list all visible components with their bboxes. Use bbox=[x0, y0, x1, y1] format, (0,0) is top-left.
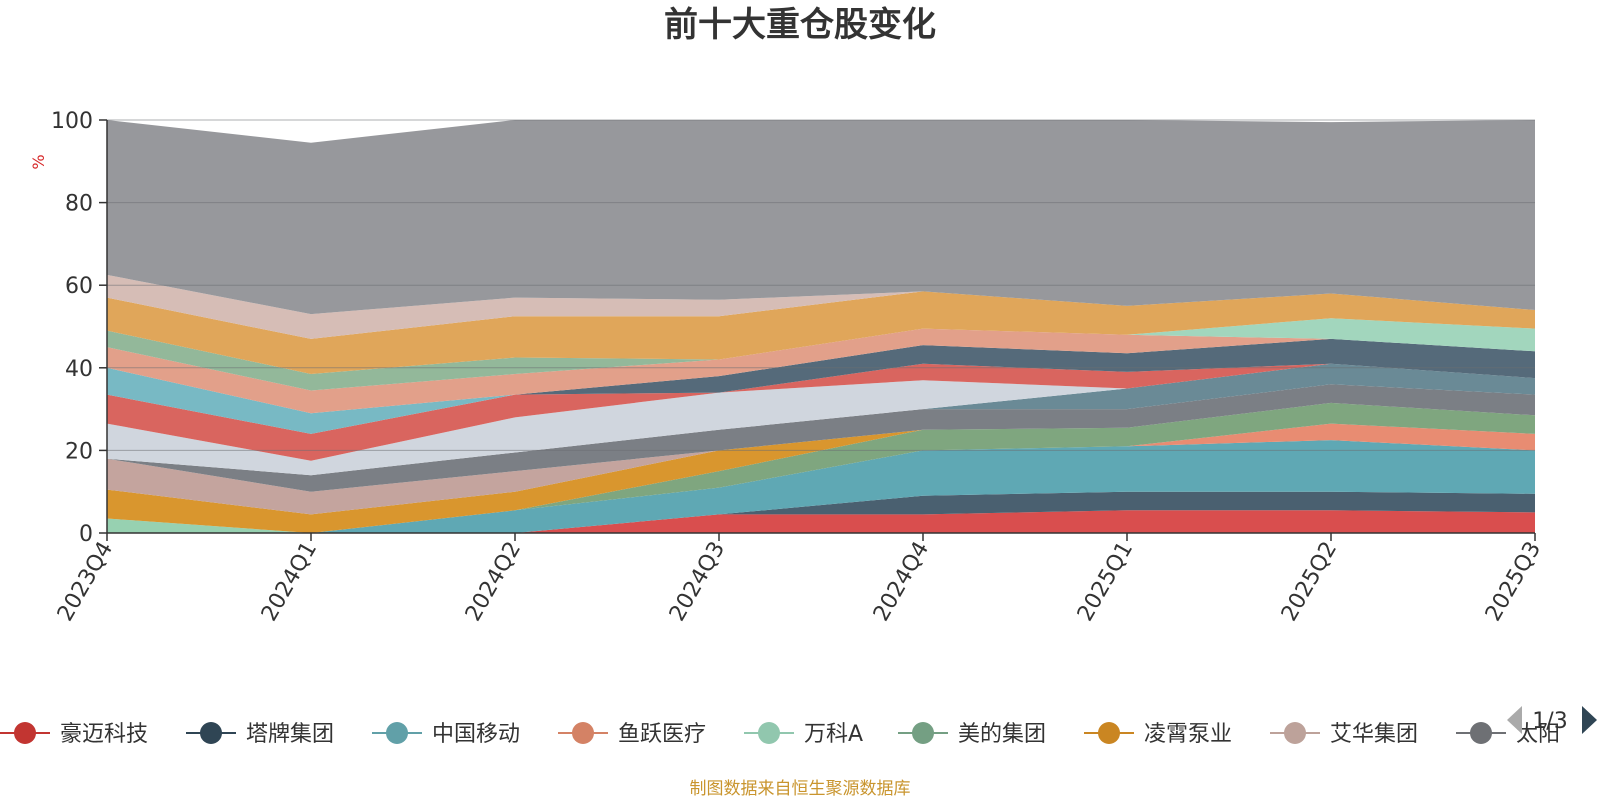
x-tick-label: 2025Q1 bbox=[1073, 538, 1138, 626]
y-tick-label: 80 bbox=[65, 192, 93, 217]
area-series-20 bbox=[107, 120, 1535, 315]
x-tick-label: 2025Q2 bbox=[1277, 538, 1342, 626]
legend-next-page-icon[interactable] bbox=[1582, 706, 1597, 734]
x-axis-ticks: 2023Q4 2024Q1 2024Q2 2024Q3 2024Q4 2025Q1 2025… bbox=[53, 533, 1546, 626]
area-series-13 bbox=[107, 338, 1535, 434]
x-tick-label: 2024Q1 bbox=[257, 538, 322, 626]
legend-item-6[interactable]: 美的集团 bbox=[898, 722, 1046, 747]
y-tick-label: 100 bbox=[51, 109, 93, 134]
legend-marker-icon bbox=[200, 722, 222, 744]
area-series-7 bbox=[107, 402, 1535, 533]
legend-item-4[interactable]: 鱼跃医疗 bbox=[558, 722, 706, 747]
data-source-note: 制图数据来自恒生聚源数据库 bbox=[690, 779, 911, 799]
legend-item-7[interactable]: 凌霄泵业 bbox=[1084, 722, 1232, 747]
legend-label: 万科A bbox=[804, 722, 863, 747]
area-series-4 bbox=[107, 423, 1535, 533]
legend-prev-page-icon[interactable] bbox=[1507, 706, 1522, 734]
area-series-2 bbox=[107, 491, 1535, 533]
area-series-10 bbox=[107, 363, 1535, 476]
x-tick-label: 2024Q2 bbox=[461, 538, 526, 626]
area-series-3 bbox=[107, 440, 1535, 533]
legend-label: 美的集团 bbox=[958, 722, 1046, 747]
y-axis-unit: % bbox=[29, 154, 48, 169]
area-series-18 bbox=[107, 291, 1535, 374]
legend-marker-icon bbox=[1098, 722, 1120, 744]
legend-marker-icon bbox=[1470, 722, 1492, 744]
legend-marker-icon bbox=[572, 722, 594, 744]
legend-label: 艾华集团 bbox=[1330, 722, 1418, 747]
legend-item-8[interactable]: 艾华集团 bbox=[1270, 722, 1418, 747]
x-tick-label: 2023Q4 bbox=[53, 538, 118, 626]
legend-pager: 1/3 bbox=[1507, 706, 1597, 734]
area-series-8 bbox=[107, 402, 1535, 515]
area-series-1 bbox=[107, 510, 1535, 533]
area-series-12 bbox=[107, 363, 1535, 461]
axes bbox=[106, 120, 1535, 534]
legend-label: 中国移动 bbox=[432, 722, 520, 747]
legend: 豪迈科技 塔牌集团 中国移动 鱼跃医疗 万科A 美的集团 凌霄泵业 艾华集团 太阳 bbox=[0, 722, 1560, 747]
y-tick-label: 0 bbox=[79, 522, 93, 547]
y-tick-label: 60 bbox=[65, 274, 93, 299]
chart-title: 前十大重仓股变化 bbox=[664, 5, 936, 45]
legend-item-9[interactable]: 太阳 bbox=[1456, 722, 1560, 747]
legend-page-indicator: 1/3 bbox=[1532, 709, 1567, 734]
y-tick-label: 20 bbox=[65, 439, 93, 464]
area-series-15 bbox=[107, 328, 1535, 414]
legend-label: 鱼跃医疗 bbox=[618, 722, 706, 747]
gridlines bbox=[107, 119, 1535, 451]
legend-label: 凌霄泵业 bbox=[1144, 722, 1232, 747]
legend-item-3[interactable]: 中国移动 bbox=[372, 722, 520, 747]
x-tick-label: 2024Q3 bbox=[665, 538, 730, 626]
legend-label: 太阳 bbox=[1516, 722, 1560, 747]
legend-marker-icon bbox=[386, 722, 408, 744]
legend-label: 塔牌集团 bbox=[246, 722, 334, 747]
legend-marker-icon bbox=[14, 722, 36, 744]
area-series-group bbox=[107, 120, 1535, 533]
legend-item-2[interactable]: 塔牌集团 bbox=[186, 722, 334, 747]
area-series-17 bbox=[107, 318, 1535, 391]
legend-item-5[interactable]: 万科A bbox=[744, 722, 863, 747]
area-series-6 bbox=[107, 402, 1535, 533]
x-tick-label: 2025Q3 bbox=[1481, 538, 1546, 626]
legend-marker-icon bbox=[758, 722, 780, 744]
area-series-16 bbox=[107, 318, 1535, 391]
legend-label: 豪迈科技 bbox=[60, 722, 148, 747]
area-series-11 bbox=[107, 363, 1535, 476]
y-axis-ticks: 0 20 40 60 80 100 bbox=[51, 109, 107, 547]
legend-marker-icon bbox=[912, 722, 934, 744]
legend-marker-icon bbox=[1284, 722, 1306, 744]
legend-item-1[interactable]: 豪迈科技 bbox=[0, 722, 148, 747]
area-series-9 bbox=[107, 384, 1535, 492]
x-tick-label: 2024Q4 bbox=[869, 538, 934, 626]
y-tick-label: 40 bbox=[65, 357, 93, 382]
